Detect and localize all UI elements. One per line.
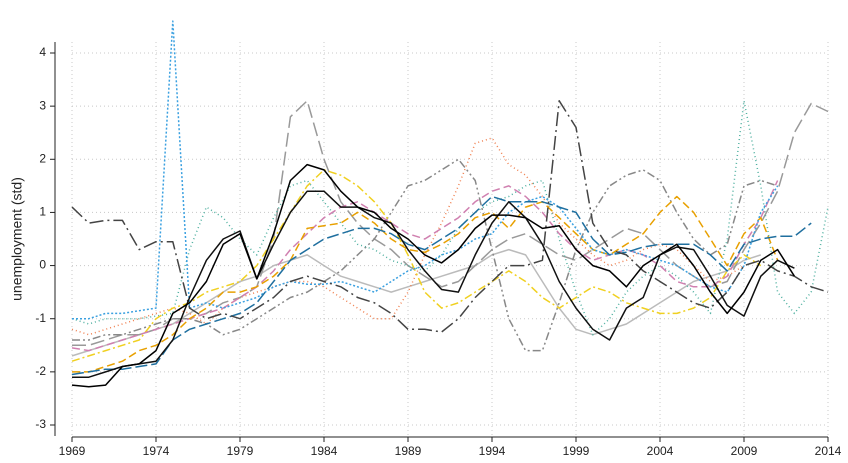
x-tick-label: 1969 bbox=[59, 444, 86, 458]
x-tick-label: 1974 bbox=[143, 444, 170, 458]
series-line bbox=[71, 137, 745, 336]
y-tick-label: -1 bbox=[35, 311, 46, 325]
y-tick-label: 3 bbox=[39, 98, 46, 112]
x-tick-label: 2014 bbox=[815, 444, 842, 458]
y-axis-label: unemployment (std) bbox=[9, 177, 25, 301]
y-tick-label: -3 bbox=[35, 417, 46, 431]
x-tick-label: 1984 bbox=[311, 444, 338, 458]
series-line bbox=[71, 248, 762, 357]
x-tick-label: 1994 bbox=[479, 444, 506, 458]
series-line bbox=[71, 100, 829, 336]
y-tick-label: 1 bbox=[39, 205, 46, 219]
x-tick-label: 2004 bbox=[647, 444, 674, 458]
series-line bbox=[72, 20, 779, 320]
series-line bbox=[72, 190, 795, 378]
y-tick-label: 0 bbox=[39, 258, 46, 272]
x-tick-label: 1989 bbox=[395, 444, 422, 458]
series-line bbox=[72, 195, 779, 373]
series-line bbox=[71, 100, 829, 333]
series-line bbox=[71, 163, 796, 388]
y-tick-label: -2 bbox=[35, 364, 46, 378]
x-tick-label: 1999 bbox=[563, 444, 590, 458]
series-line bbox=[71, 195, 812, 376]
y-tick-label: 4 bbox=[39, 45, 46, 59]
x-tick-label: 2009 bbox=[731, 444, 758, 458]
y-tick-label: 2 bbox=[39, 151, 46, 165]
x-tick-label: 1979 bbox=[227, 444, 254, 458]
